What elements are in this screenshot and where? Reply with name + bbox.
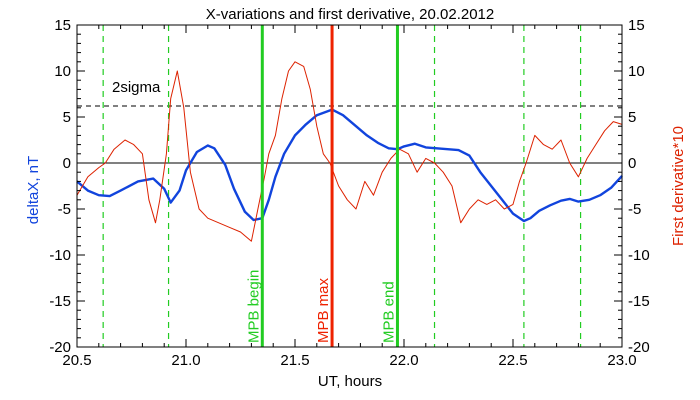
y-tick-label-right: 0	[628, 155, 636, 172]
chart-title: X-variations and first derivative, 20.02…	[206, 6, 495, 23]
plot-area	[77, 25, 622, 347]
y-tick-label-left: 5	[63, 109, 71, 126]
y-tick-label-right: 15	[628, 17, 645, 34]
y-tick-label-left: 10	[54, 63, 71, 80]
marker-label: MPB end	[380, 281, 397, 343]
y-tick-label-right: 5	[628, 109, 636, 126]
y-tick-label-left: -20	[49, 339, 71, 356]
threshold-label: 2sigma	[112, 79, 161, 96]
plot-frame	[76, 24, 623, 348]
y-tick-label-left: -15	[49, 293, 71, 310]
marker-label: MPB max	[315, 277, 332, 343]
derivative-line	[76, 61, 623, 242]
y-tick-label-left: 0	[63, 155, 71, 172]
marker-layer: MPB begin MPB max MPB end	[245, 25, 399, 347]
y-tick-label-right: 10	[628, 63, 645, 80]
y-axis-label-right: First derivative*10	[670, 126, 687, 246]
x-tick-label: 21.0	[171, 352, 200, 369]
y-tick-label-left: -5	[58, 201, 71, 218]
y-tick-label-right: -5	[628, 201, 641, 218]
y-axis-label-left: deltaX, nT	[25, 156, 42, 224]
y-tick-label-left: -10	[49, 247, 71, 264]
grid-layer	[77, 25, 622, 347]
y-tick-label-right: -20	[628, 339, 650, 356]
y-tick-label-right: -10	[628, 247, 650, 264]
x-tick-label: 23.0	[607, 352, 636, 369]
x-tick-label: 20.5	[62, 352, 91, 369]
y-tick-label-left: 15	[54, 17, 71, 34]
y-tick-label-right: -15	[628, 293, 650, 310]
tick-layer: 20.5 21.0 21.5 22.0 22.5 23.0 15 15 10 10 5 5 0 0 -5 -5…	[49, 17, 649, 369]
marker-label: MPB begin	[245, 270, 262, 343]
deltax-line	[76, 108, 623, 223]
x-axis-label: UT, hours	[318, 373, 382, 390]
x-tick-label: 22.0	[389, 352, 418, 369]
x-tick-label: 22.5	[498, 352, 527, 369]
x-tick-label: 21.5	[280, 352, 309, 369]
series-layer	[76, 61, 623, 242]
